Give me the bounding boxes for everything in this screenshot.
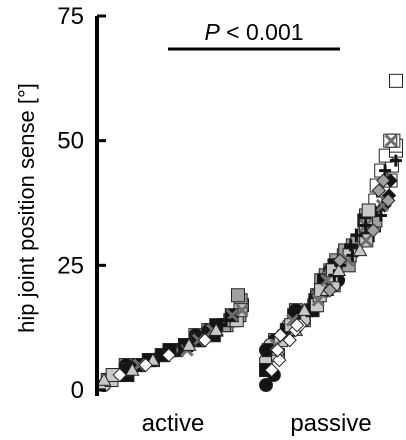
data-point-passive-diamond — [264, 362, 279, 378]
data-point-passive-diamond — [371, 183, 387, 198]
y-tick-label: 50 — [57, 128, 84, 155]
data-point-passive-plus — [344, 239, 357, 252]
y-tick-label: 0 — [71, 377, 84, 404]
data-point-active-plus — [220, 314, 233, 327]
p-value: < 0.001 — [220, 19, 304, 45]
data-point-passive-plus — [389, 154, 402, 167]
data-point-active-diamond — [197, 332, 213, 348]
data-point-active-diamond — [112, 367, 127, 383]
data-point-passive-cross — [384, 134, 398, 148]
data-point-active-triangle — [208, 322, 224, 336]
data-point-passive-diamond — [376, 173, 391, 188]
x-category-labels: active passive — [142, 410, 372, 437]
data-point-passive-diamond — [273, 327, 288, 343]
data-point-active-triangle — [181, 337, 197, 351]
data-point-passive-diamond — [366, 223, 381, 238]
data-point-passive-circle — [259, 378, 273, 393]
y-axis-title: hip joint position sense [°] — [14, 83, 39, 333]
y-tick-label: 75 — [57, 3, 84, 30]
data-point-passive-diamond — [332, 253, 348, 268]
data-point-active-diamond — [161, 347, 177, 363]
data-point-passive-diamond — [380, 193, 396, 208]
data-points — [96, 73, 403, 393]
data-point-passive-triangle — [352, 242, 368, 257]
data-point-passive-triangle — [297, 302, 312, 316]
data-point-passive-plus — [374, 209, 387, 222]
significance-label: P < 0.001 — [204, 19, 303, 45]
data-point-passive-diamond — [282, 332, 297, 348]
data-point-active-square — [231, 288, 245, 303]
data-point-passive-diamond — [270, 342, 285, 358]
data-point-active-diamond — [138, 357, 153, 373]
data-point-active-cross — [235, 303, 249, 317]
data-point-passive-diamond — [322, 283, 338, 298]
x-category-label-passive: passive — [290, 410, 371, 437]
y-tick-label: 25 — [57, 252, 84, 279]
data-point-passive-plus — [359, 219, 372, 232]
data-point-passive-square — [389, 73, 403, 88]
y-axis-ticks: 0 25 50 75 — [57, 3, 106, 404]
x-category-label-active: active — [142, 410, 205, 437]
data-point-passive-diamond — [289, 317, 305, 333]
data-point-active-triangle — [124, 362, 140, 376]
data-point-active-triangle — [96, 372, 112, 386]
data-point-passive-plus — [379, 164, 392, 177]
data-point-passive-plus — [350, 229, 363, 242]
p-symbol: P — [204, 19, 220, 45]
data-point-passive-triangle — [331, 262, 347, 277]
data-point-passive-diamond — [272, 352, 287, 368]
data-point-passive-cross — [311, 293, 325, 307]
data-point-passive-square — [361, 203, 376, 218]
